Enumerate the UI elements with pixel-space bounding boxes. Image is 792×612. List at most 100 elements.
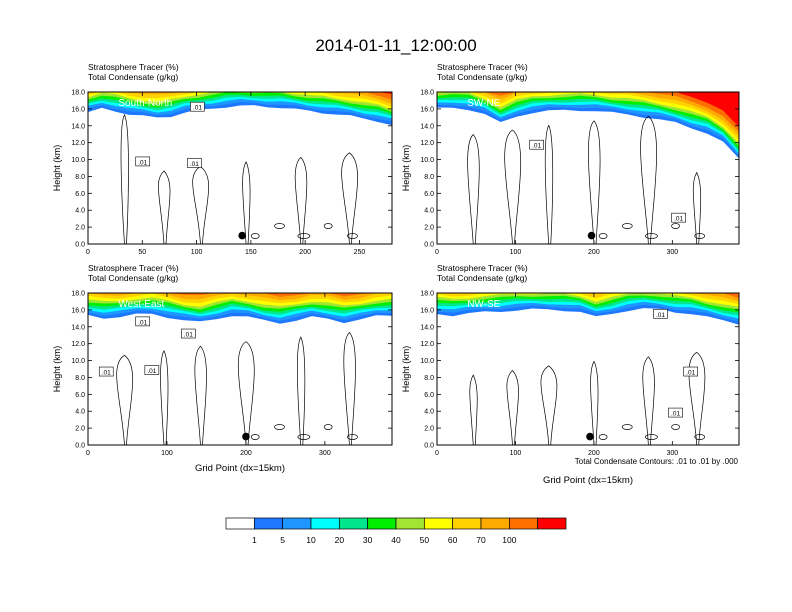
condensate-blob [250,233,260,239]
figure-title: 2014-01-11_12:00:00 [315,36,476,55]
contour-label-box [135,316,151,327]
tracer-bands [437,92,739,159]
contour-label-text: .01 [184,332,193,339]
x-tick-label: 0 [435,450,439,457]
condensate-blob [694,434,706,440]
colorbar-swatch [423,517,454,530]
contour-label-text: .01 [190,161,199,168]
variable-label-tracer: Stratosphere Tracer (%) [437,62,528,72]
x-axis-label: Grid Point (dx=15km) [195,463,285,474]
condensate-contour [341,152,358,244]
y-tick-label: 18.0 [71,291,85,298]
y-tick-label: 12.0 [420,341,434,348]
y-tick-label: 4.0 [424,409,434,416]
x-tick-label: 0 [86,249,90,256]
colorbar-swatch [395,517,425,530]
colorbar-label: 10 [306,535,316,545]
y-tick-label: 18.0 [71,90,85,97]
contour-label: .01 [135,316,151,327]
y-tick-label: 10.0 [420,157,434,164]
colorbar-swatch [452,517,482,530]
condensate-contour [590,360,599,445]
y-tick-label: 10.0 [71,157,85,164]
x-tick-label: 100 [161,450,173,457]
contour-label: .01 [653,308,668,319]
condensate-contour [640,115,657,244]
tracer-band-8 [88,293,392,304]
y-tick-label: 14.0 [71,324,85,331]
contour-label-text: .01 [656,312,665,319]
colorbar-swatch [537,517,567,530]
contour-label-text: .01 [147,368,156,375]
condensate-contour [504,129,522,244]
y-tick-label: 16.0 [71,106,85,113]
colorbar-swatch [338,517,369,530]
condensate-blob [274,424,285,430]
contour-label-box [144,365,160,375]
tracer-bands [437,293,739,325]
x-tick-label: 200 [588,450,600,457]
y-tick-label: 16.0 [420,106,434,113]
colorbar-swatch [253,517,284,530]
y-tick-label: 8.0 [424,174,434,181]
condensate-contour [297,336,306,445]
condensate-contours [467,115,706,244]
condensate-contour [642,356,655,445]
condensate-contour [544,124,554,244]
contour-label-text: .01 [674,216,683,223]
y-tick-label: 14.0 [420,324,434,331]
colorbar-swatch [367,517,397,530]
colorbar-label: 1 [252,535,257,545]
variable-label-condensate: Total Condensate (g/kg) [437,273,527,283]
condensate-contour [116,354,134,445]
condensate-contour [688,351,706,445]
y-tick-label: 8.0 [75,174,85,181]
variable-label-condensate: Total Condensate (g/kg) [88,72,178,82]
y-tick-label: 2.0 [424,225,434,232]
contour-label: .01 [144,365,160,375]
condensate-blob [347,434,358,440]
y-tick-label: 10.0 [420,358,434,365]
condensate-contour [692,171,702,244]
contour-label-text: .01 [193,105,202,112]
contour-label: .01 [671,212,686,223]
condensate-contour [160,350,169,445]
colorbar-swatch [282,517,312,530]
condensate-blob [621,424,633,430]
colorbar: 1 5 10 20 30 40 50 60 70 100 [225,517,567,545]
condensate-blob [297,233,311,239]
y-axis-label: Height (km) [401,145,411,192]
x-tick-label: 0 [435,249,439,256]
condensate-contour [120,114,129,244]
plot-frame [87,91,393,245]
variable-label-tracer: Stratosphere Tracer (%) [437,263,528,273]
colorbar-swatch [310,517,340,530]
variable-label-tracer: Stratosphere Tracer (%) [88,62,179,72]
y-tick-label: 6.0 [424,191,434,198]
y-tick-label: 6.0 [75,392,85,399]
condensate-contour [469,374,478,445]
tracer-band-7 [437,92,739,144]
y-tick-label: 0.0 [75,242,85,249]
y-tick-label: 18.0 [420,90,434,97]
y-tick-label: 12.0 [71,140,85,147]
panel-1: .01 .01 SW-NE Stratosphere Tracer (%)Total … [401,62,740,256]
colorbar-swatch [480,517,510,530]
condensate-contours [469,351,706,445]
contour-label-box [98,366,114,377]
x-tick-label: 250 [354,249,366,256]
condensate-contour [506,370,519,445]
colorbar-label: 60 [448,535,458,545]
contour-label-text: .01 [102,370,111,377]
y-tick-label: 18.0 [420,291,434,298]
variable-label-condensate: Total Condensate (g/kg) [437,72,527,82]
x-tick-label: 300 [666,249,678,256]
condensate-contour [242,161,251,244]
contour-label-box [135,156,151,167]
y-tick-label: 14.0 [420,123,434,130]
y-tick-label: 6.0 [75,191,85,198]
variable-label-condensate: Total Condensate (g/kg) [88,273,178,283]
colorbar-swatch [225,517,255,530]
x-tick-label: 200 [240,450,252,457]
